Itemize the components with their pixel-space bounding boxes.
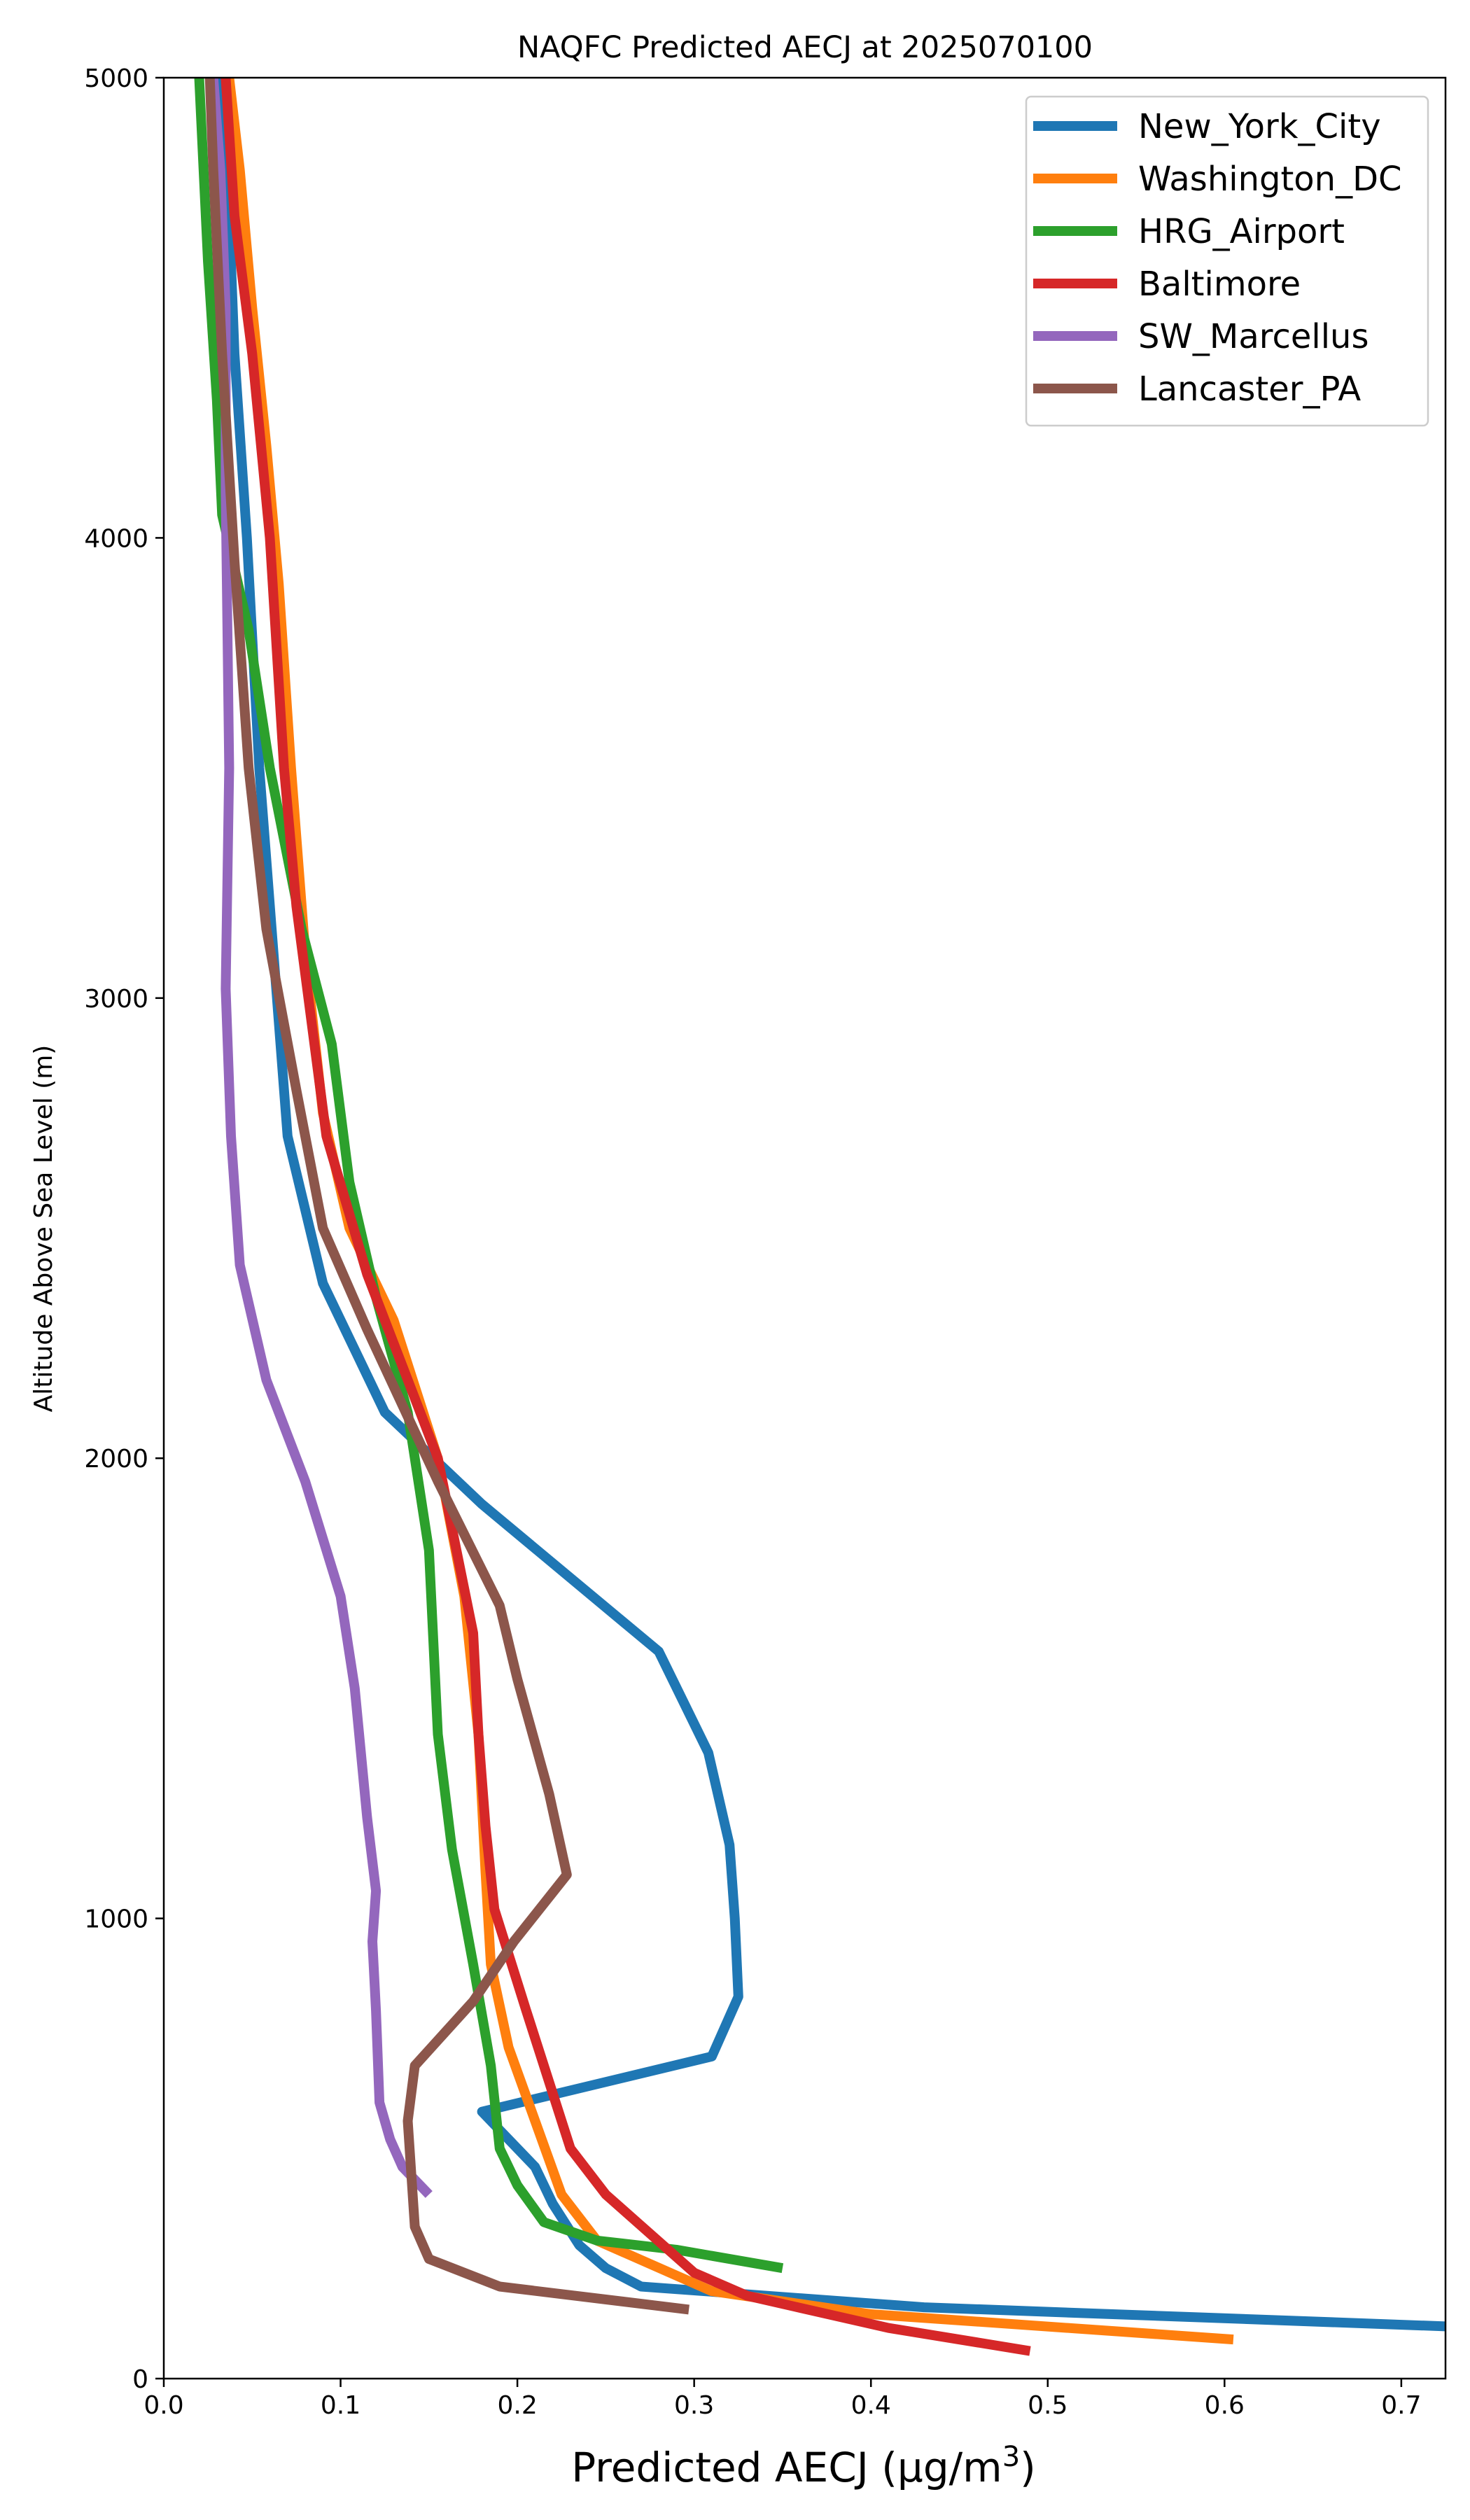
x-tick-label: 0.2 — [497, 2391, 537, 2420]
series-layer — [194, 78, 1446, 2356]
y-axis-label: Altitude Above Sea Level (m) — [29, 1045, 58, 1413]
y-tick-label: 5000 — [84, 64, 148, 93]
x-tick-label: 0.1 — [321, 2391, 360, 2420]
legend-label: Washington_DC — [1138, 160, 1402, 199]
x-tick-label: 0.6 — [1205, 2391, 1245, 2420]
x-tick-label: 0.7 — [1381, 2391, 1421, 2420]
legend-label: New_York_City — [1138, 107, 1381, 146]
y-tick-label: 1000 — [84, 1905, 148, 1934]
series-line-sw-marcellus — [208, 78, 433, 2198]
legend-box — [1025, 95, 1429, 427]
x-tick-label: 0.5 — [1028, 2391, 1068, 2420]
x-tick-label: 0.3 — [674, 2391, 714, 2420]
legend: New_York_City Washington_DC HRG_Airport Bal… — [1025, 95, 1429, 427]
x-axis: 0.0 0.1 0.2 0.3 0.4 0.5 0.6 0.7 — [144, 2379, 1421, 2420]
x-axis-label-end: ) — [1020, 2444, 1036, 2491]
legend-label: SW_Marcellus — [1138, 317, 1368, 356]
y-tick-label: 2000 — [84, 1445, 148, 1474]
x-tick-label: 0.0 — [144, 2391, 183, 2420]
x-tick-label: 0.4 — [851, 2391, 891, 2420]
y-tick-label: 3000 — [84, 985, 148, 1014]
x-axis-label-sup: 3 — [1002, 2441, 1020, 2473]
legend-label: HRG_Airport — [1138, 212, 1345, 251]
y-tick-label: 4000 — [84, 524, 148, 553]
legend-label: Lancaster_PA — [1138, 370, 1361, 409]
chart-title: NAQFC Predicted AECJ at 2025070100 — [517, 30, 1093, 65]
plot-frame — [162, 76, 1447, 2380]
series-line-new-york-city — [217, 78, 1446, 2332]
series-line-baltimore — [220, 78, 1031, 2356]
y-tick-label: 0 — [132, 2365, 148, 2394]
x-axis-label: Predicted AECJ (μg/m3) — [571, 2441, 1036, 2491]
x-axis-label-main: Predicted AECJ (μg/m — [571, 2444, 1002, 2491]
series-line-lancaster-pa — [204, 78, 690, 2315]
y-axis: 0 1000 2000 3000 4000 5000 — [84, 64, 164, 2394]
legend-label: Baltimore — [1138, 265, 1301, 304]
